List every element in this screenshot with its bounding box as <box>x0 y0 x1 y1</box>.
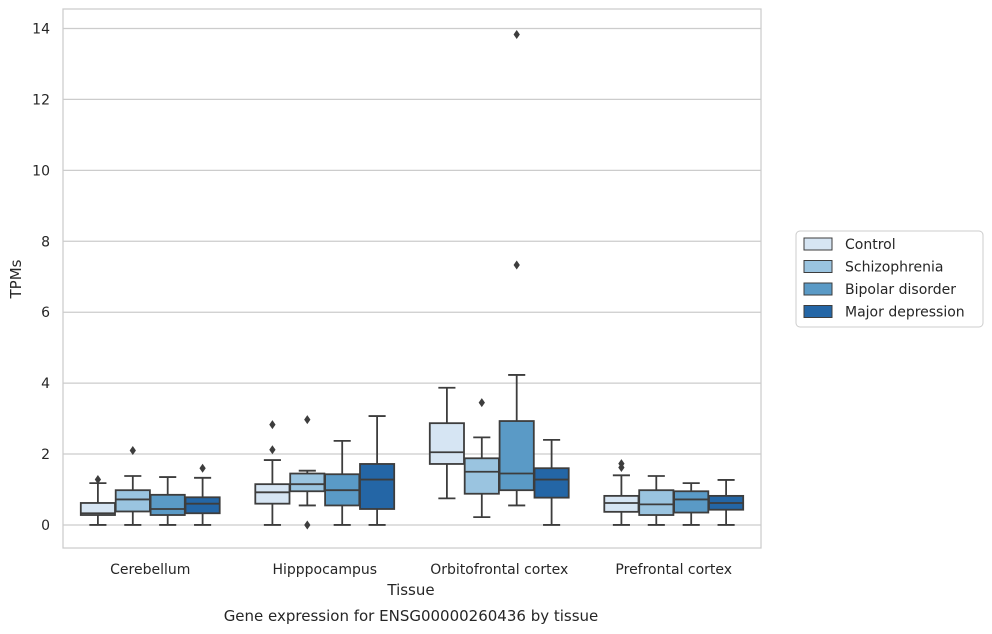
box-bipolar-disorder <box>149 476 186 526</box>
box-body <box>463 457 500 495</box>
box-body <box>184 496 221 515</box>
x-tick-label: Prefrontal cortex <box>615 562 732 578</box>
outlier-point <box>94 475 102 485</box>
y-tick-label: 14 <box>32 22 50 38</box>
box-body <box>254 483 291 505</box>
outlier-point <box>304 520 311 530</box>
y-tick-label: 12 <box>32 92 50 108</box>
y-tick-label: 10 <box>32 163 50 179</box>
legend-label: Bipolar disorder <box>845 282 956 298</box>
x-tick-label: Orbitofrontal cortex <box>430 562 568 578</box>
gridlines <box>63 27 761 526</box>
plot-frame <box>62 8 762 549</box>
box-major-depression <box>359 415 396 526</box>
legend-swatch <box>803 260 833 273</box>
legend-frame <box>795 230 984 328</box>
box-schizophrenia <box>289 415 326 530</box>
y-tick-label: 2 <box>41 447 50 463</box>
box-body <box>638 489 675 516</box>
outlier-point <box>513 260 520 270</box>
x-tick-label: Cerebellum <box>110 562 190 578</box>
box-control <box>254 420 291 526</box>
legend-label: Major depression <box>845 305 965 321</box>
box-body <box>359 463 396 510</box>
y-axis-label: TPMs <box>7 259 25 299</box>
y-axis-ticks: 0 2 4 6 8 10 12 14 <box>32 22 50 534</box>
box-schizophrenia <box>114 445 151 526</box>
y-tick-label: 8 <box>41 234 50 250</box>
box-major-depression <box>184 463 221 526</box>
chart-caption: Gene expression for ENSG00000260436 by t… <box>224 607 599 625</box>
box-body <box>673 490 710 514</box>
outlier-point <box>513 30 520 40</box>
x-tick-label: Hipppocampus <box>272 562 377 578</box>
y-tick-label: 6 <box>41 305 50 321</box>
outlier-point <box>129 445 136 455</box>
box-body <box>114 489 151 513</box>
outlier-point <box>618 459 625 469</box>
outlier-point <box>478 398 485 408</box>
box-major-depression <box>708 479 745 526</box>
legend-swatch <box>803 237 833 251</box>
box-series <box>79 30 745 530</box>
box-body <box>498 420 535 492</box>
box-schizophrenia <box>638 475 675 526</box>
box-control <box>603 459 640 526</box>
box-control <box>428 386 465 500</box>
box-major-depression <box>533 438 570 526</box>
legend-swatch <box>803 305 833 318</box>
outlier-point <box>199 463 206 473</box>
box-body <box>289 472 326 493</box>
box-body <box>149 493 186 516</box>
box-control <box>79 475 116 526</box>
legend-label: Schizophrenia <box>845 260 943 276</box>
box-schizophrenia <box>463 398 500 519</box>
box-bipolar-disorder <box>498 30 535 507</box>
legend-label: Control <box>845 237 896 253</box>
x-axis-label: Tissue <box>386 581 434 599</box>
outlier-point <box>269 445 276 455</box>
x-axis-ticks: Cerebellum Hipppocampus Orbitofrontal cort… <box>110 562 732 578</box>
legend: Control Schizophrenia Bipolar disorder Majo… <box>795 230 984 328</box>
box-bipolar-disorder <box>673 482 710 526</box>
y-tick-label: 0 <box>41 518 50 534</box>
y-tick-label: 4 <box>41 376 50 392</box>
box-body <box>428 422 465 465</box>
outlier-point <box>304 415 311 425</box>
legend-swatch <box>803 282 833 296</box>
outlier-point <box>269 420 276 430</box>
box-body <box>533 467 570 499</box>
